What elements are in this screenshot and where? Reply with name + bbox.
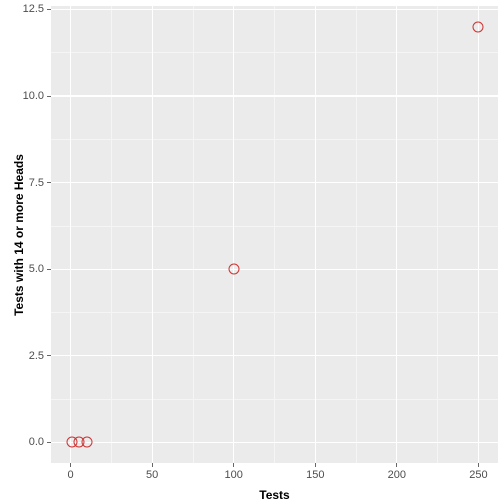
x-tick-label: 250 bbox=[469, 469, 487, 481]
y-tick-mark bbox=[47, 269, 51, 270]
grid-major-v bbox=[478, 6, 479, 463]
grid-minor-v bbox=[356, 6, 357, 463]
grid-major-h bbox=[51, 95, 498, 96]
y-tick-mark bbox=[47, 9, 51, 10]
y-tick-label: 0.0 bbox=[29, 436, 44, 448]
grid-minor-v bbox=[193, 6, 194, 463]
y-tick-label: 5.0 bbox=[29, 263, 44, 275]
y-tick-mark bbox=[47, 442, 51, 443]
x-tick-label: 200 bbox=[388, 469, 406, 481]
x-axis-label: Tests bbox=[51, 488, 498, 502]
grid-major-v bbox=[70, 6, 71, 463]
grid-major-h bbox=[51, 269, 498, 270]
data-point bbox=[228, 264, 239, 275]
grid-minor-h bbox=[51, 52, 498, 53]
y-tick-mark bbox=[47, 355, 51, 356]
grid-minor-h bbox=[51, 312, 498, 313]
grid-minor-v bbox=[437, 6, 438, 463]
y-tick-label: 7.5 bbox=[29, 177, 44, 189]
grid-minor-v bbox=[111, 6, 112, 463]
grid-major-h bbox=[51, 442, 498, 443]
y-tick-label: 12.5 bbox=[23, 3, 44, 15]
x-tick-label: 0 bbox=[68, 469, 74, 481]
grid-minor-v bbox=[274, 6, 275, 463]
grid-major-h bbox=[51, 355, 498, 356]
y-axis-label: Tests with 14 or more Heads bbox=[12, 135, 26, 335]
x-tick-label: 150 bbox=[306, 469, 324, 481]
grid-major-v bbox=[315, 6, 316, 463]
grid-major-v bbox=[152, 6, 153, 463]
y-tick-label: 2.5 bbox=[29, 350, 44, 362]
grid-major-h bbox=[51, 9, 498, 10]
data-point bbox=[81, 437, 92, 448]
data-point bbox=[473, 21, 484, 32]
x-tick-label: 50 bbox=[146, 469, 158, 481]
x-tick-mark bbox=[315, 463, 316, 467]
grid-major-h bbox=[51, 182, 498, 183]
y-tick-label: 10.0 bbox=[23, 90, 44, 102]
x-tick-mark bbox=[396, 463, 397, 467]
grid-minor-h bbox=[51, 139, 498, 140]
scatter-chart: Tests with 14 or more Heads Tests 0 50 100… bbox=[0, 0, 504, 504]
x-tick-mark bbox=[70, 463, 71, 467]
grid-major-v bbox=[396, 6, 397, 463]
x-tick-mark bbox=[152, 463, 153, 467]
grid-minor-h bbox=[51, 226, 498, 227]
grid-major-v bbox=[233, 6, 234, 463]
x-tick-label: 100 bbox=[225, 469, 243, 481]
x-tick-mark bbox=[233, 463, 234, 467]
y-tick-mark bbox=[47, 182, 51, 183]
y-tick-mark bbox=[47, 96, 51, 97]
x-tick-mark bbox=[478, 463, 479, 467]
grid-minor-h bbox=[51, 399, 498, 400]
